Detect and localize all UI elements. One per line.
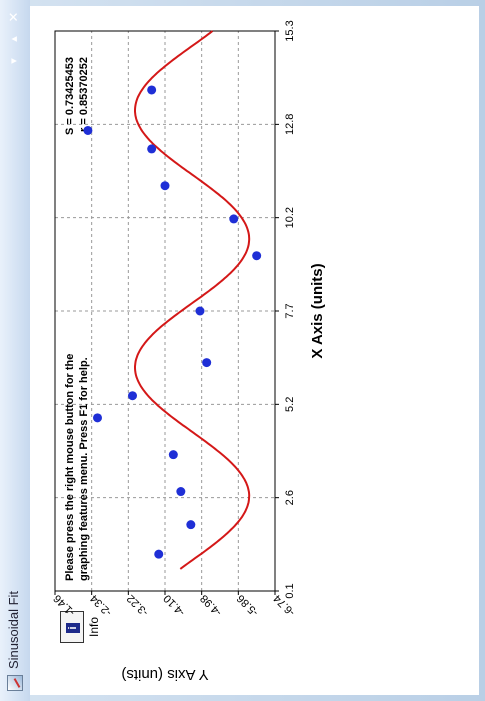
- help-text-line1: Please press the right mouse button for …: [64, 354, 76, 581]
- maximize-icon[interactable]: ▴: [8, 36, 20, 42]
- y-tick-label: -1.46: [51, 592, 77, 618]
- x-tick-label: 15.3: [284, 20, 296, 41]
- y-tick-label: -4.98: [198, 592, 224, 618]
- title-bar[interactable]: Sinusoidal Fit ▾ ▴ ✕: [0, 0, 30, 701]
- data-points: [83, 85, 262, 559]
- window-title: Sinusoidal Fit: [6, 590, 21, 669]
- x-tick-label: 0.1: [284, 583, 296, 598]
- y-tick-label: -3.22: [125, 592, 151, 618]
- y-tick-label: -5.86: [235, 592, 261, 618]
- data-point: [176, 487, 186, 497]
- x-axis-label: X Axis (units): [309, 263, 326, 358]
- data-point: [252, 251, 262, 261]
- data-point: [168, 450, 178, 460]
- data-point: [186, 520, 196, 530]
- data-point: [160, 181, 170, 191]
- stat-r: r = 0.85370252: [78, 57, 90, 132]
- app-icon[interactable]: [7, 675, 23, 691]
- y-tick-label: -2.34: [88, 592, 114, 618]
- data-point: [154, 549, 164, 559]
- plot-border: [54, 30, 276, 592]
- x-tick-label: 7.7: [284, 303, 296, 318]
- chart[interactable]: Please press the right mouse button for …: [30, 6, 479, 695]
- data-point: [83, 125, 93, 135]
- x-tick-label: 2.6: [284, 490, 296, 505]
- close-icon[interactable]: ✕: [6, 11, 21, 23]
- graph-area[interactable]: i Info Please press the right mouse butto…: [30, 6, 479, 695]
- y-tick-label: -4.10: [161, 592, 187, 618]
- help-text-line2: graphing features menu. Press F1 for hel…: [78, 357, 90, 581]
- data-point: [229, 214, 239, 224]
- data-point: [93, 413, 102, 423]
- data-point: [202, 358, 212, 368]
- stat-s: S = 0.73425453: [64, 57, 76, 135]
- data-point: [128, 391, 137, 401]
- data-point: [147, 144, 157, 154]
- x-tick-label: 10.2: [284, 207, 296, 228]
- data-point: [195, 306, 205, 316]
- y-axis-label: Y Axis (units): [121, 666, 208, 683]
- gridlines: [54, 30, 279, 595]
- data-point: [147, 85, 157, 95]
- fit-curve: [134, 30, 251, 570]
- x-tick-label: 12.8: [284, 114, 296, 135]
- x-tick-label: 5.2: [284, 397, 296, 412]
- minimize-icon[interactable]: ▾: [8, 58, 20, 64]
